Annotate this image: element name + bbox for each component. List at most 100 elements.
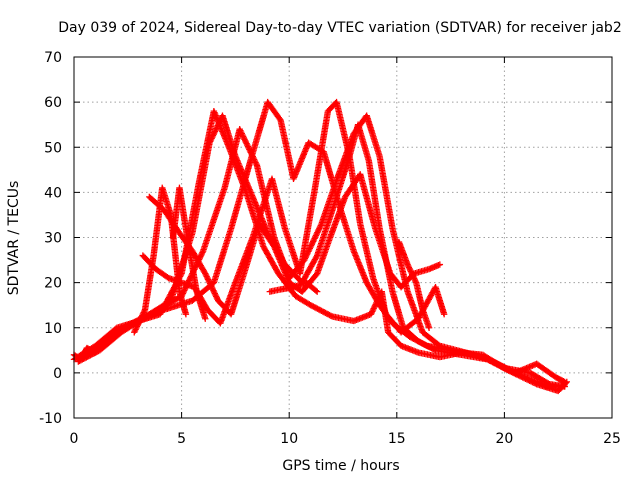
- data-point: [482, 355, 489, 362]
- data-point: [561, 383, 568, 390]
- data-point: [520, 374, 528, 382]
- data-point: [500, 363, 507, 371]
- data-point: [499, 363, 506, 370]
- data-point: [245, 144, 252, 152]
- y-tick-label: 70: [44, 50, 62, 66]
- series-4: [83, 98, 568, 390]
- y-tick-label: 40: [44, 185, 62, 201]
- data-point: [522, 375, 529, 382]
- x-tick-label: 25: [603, 431, 621, 447]
- data-point: [488, 357, 495, 365]
- y-axis-label: SDTVAR / TECUs: [6, 181, 22, 296]
- y-tick-label: 50: [44, 140, 62, 156]
- data-point: [314, 229, 321, 236]
- data-point: [497, 362, 505, 369]
- data-point: [492, 359, 499, 367]
- x-axis-label: GPS time / hours: [282, 458, 399, 474]
- data-point: [315, 226, 322, 233]
- data-point: [307, 243, 314, 251]
- data-point: [530, 379, 538, 387]
- data-point: [238, 130, 245, 137]
- data-point: [369, 308, 376, 315]
- data-point: [316, 225, 323, 232]
- data-point: [198, 250, 205, 258]
- data-point: [486, 357, 494, 364]
- data-point: [239, 131, 246, 139]
- data-point: [312, 233, 319, 241]
- y-tick-label: 60: [44, 95, 62, 111]
- y-tick-label: -10: [39, 411, 62, 427]
- data-point: [314, 227, 322, 235]
- data-point: [240, 134, 248, 142]
- x-tick-label: 10: [280, 431, 298, 447]
- y-tick-label: 20: [44, 276, 62, 292]
- y-tick-label: 30: [44, 231, 62, 247]
- data-point: [317, 222, 324, 229]
- x-tick-label: 5: [177, 431, 186, 447]
- data-point: [239, 133, 247, 140]
- data-point: [242, 137, 249, 144]
- x-tick-label: 20: [495, 431, 513, 447]
- data-point: [246, 146, 253, 153]
- chart-title: Day 039 of 2024, Sidereal Day-to-day VTE…: [58, 20, 621, 36]
- data-point: [307, 242, 315, 249]
- data-point: [525, 376, 532, 384]
- data-point: [211, 129, 218, 136]
- data-point: [215, 121, 222, 128]
- data-point: [369, 306, 377, 314]
- data-point: [526, 377, 533, 384]
- data-point: [237, 127, 244, 134]
- data-point: [485, 356, 492, 363]
- data-point: [243, 140, 250, 147]
- data-point: [209, 133, 216, 141]
- data-point: [496, 361, 503, 369]
- data-point: [367, 311, 375, 318]
- data-point: [206, 139, 213, 146]
- data-point: [532, 380, 539, 387]
- data-point: [308, 240, 316, 248]
- data-point: [208, 135, 215, 142]
- x-tick-label: 0: [70, 431, 79, 447]
- data-point: [242, 138, 250, 146]
- data-point: [327, 312, 335, 319]
- data-point: [181, 285, 189, 293]
- data-point: [312, 232, 320, 239]
- data-point: [483, 355, 491, 363]
- data-point: [481, 354, 488, 361]
- data-point: [252, 159, 259, 166]
- data-point: [199, 249, 206, 256]
- data-point: [244, 141, 251, 149]
- data-point: [519, 374, 526, 381]
- data-point: [215, 119, 223, 126]
- data-point: [244, 143, 252, 150]
- data-point: [214, 122, 221, 129]
- data-point: [276, 115, 283, 123]
- y-tick-label: 0: [53, 366, 62, 382]
- y-tick-label: 10: [44, 321, 62, 337]
- data-point: [213, 125, 220, 132]
- data-point: [310, 236, 318, 244]
- data-point: [422, 341, 429, 349]
- data-point: [490, 359, 498, 366]
- data-point: [197, 252, 205, 259]
- data-point: [368, 309, 375, 317]
- data-point: [210, 130, 217, 138]
- data-point: [313, 253, 320, 261]
- data-point: [253, 160, 260, 168]
- data-point: [306, 245, 313, 252]
- data-point: [316, 223, 324, 231]
- data-point: [501, 364, 509, 371]
- data-point: [212, 126, 219, 134]
- x-tick-label: 15: [388, 431, 406, 447]
- data-point: [529, 378, 536, 386]
- data-point: [527, 378, 535, 385]
- data-point: [489, 358, 496, 365]
- data-point: [313, 230, 320, 238]
- data-point: [493, 360, 501, 367]
- data-point: [494, 361, 502, 368]
- data-point: [209, 132, 217, 139]
- data-point: [241, 136, 248, 143]
- data-point: [236, 126, 243, 133]
- data-point: [311, 235, 318, 242]
